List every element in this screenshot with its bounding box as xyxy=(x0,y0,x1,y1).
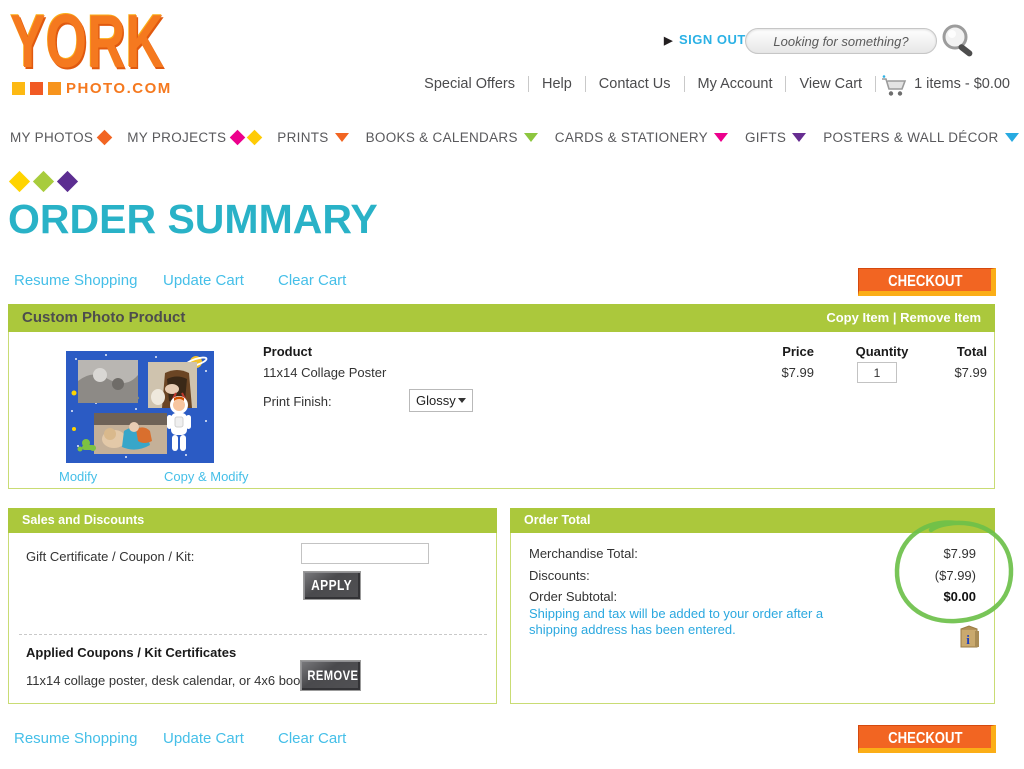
yorkphoto-logo[interactable]: YORK PHOTO.COM xyxy=(10,0,170,101)
yellow-diamond-icon xyxy=(8,170,31,193)
clear-cart-link[interactable]: Clear Cart xyxy=(278,730,347,747)
orange-diamond-icon xyxy=(96,129,113,146)
remove-item-link[interactable]: Remove Item xyxy=(900,310,981,325)
view-cart-link[interactable]: View Cart xyxy=(786,76,877,92)
product-panel-header: Custom Photo Product Copy Item | Remove … xyxy=(8,304,995,332)
pink-dropdown-arrow-icon xyxy=(713,133,728,142)
search-input[interactable] xyxy=(745,28,937,54)
sign-out-link[interactable]: ▶ SIGN OUT xyxy=(664,32,746,47)
product-name: 11x14 Collage Poster xyxy=(263,365,387,380)
merchandise-total-row: Merchandise Total: $7.99 xyxy=(529,546,976,561)
total-column-header: Total xyxy=(956,344,987,359)
copy-item-link[interactable]: Copy Item xyxy=(826,310,890,325)
resume-shopping-link[interactable]: Resume Shopping xyxy=(14,272,138,289)
nav-books-calendars[interactable]: BOOKS & CALENDARS xyxy=(366,130,538,145)
discounts-row: Discounts: ($7.99) xyxy=(529,568,976,583)
item-price: $7.99 xyxy=(781,365,814,380)
order-total-panel: Order Total Merchandise Total: $7.99 Dis… xyxy=(510,508,995,704)
merchandise-total-value: $7.99 xyxy=(943,546,976,561)
help-link[interactable]: Help xyxy=(529,76,586,92)
order-total-header: Order Total xyxy=(510,508,995,533)
green-diamond-icon xyxy=(32,170,55,193)
page-title: ORDER SUMMARY xyxy=(8,196,378,242)
copy-and-modify-link[interactable]: Copy & Modify xyxy=(164,469,249,484)
select-dropdown-arrow-icon xyxy=(458,398,466,403)
pink-diamond-icon xyxy=(230,129,246,146)
svg-text:i: i xyxy=(966,632,970,647)
checkout-button-top[interactable]: CHECKOUT xyxy=(858,268,996,296)
nav-cards-stationery[interactable]: CARDS & STATIONERY xyxy=(555,130,728,145)
shopping-cart-icon[interactable] xyxy=(878,74,908,98)
quantity-column-header: Quantity xyxy=(855,344,909,359)
dashed-divider xyxy=(19,634,487,635)
contact-us-link[interactable]: Contact Us xyxy=(586,76,685,92)
update-cart-link[interactable]: Update Cart xyxy=(163,272,244,289)
print-finish-select[interactable]: Glossy xyxy=(409,389,473,412)
purple-diamond-icon xyxy=(56,170,79,193)
logo-square-amber xyxy=(48,82,61,95)
nav-posters-wall-decor[interactable]: POSTERS & WALL DÉCOR xyxy=(823,130,1019,145)
modify-link[interactable]: Modify xyxy=(59,469,98,484)
order-subtotal-value: $0.00 xyxy=(943,589,976,604)
product-column-header: Product xyxy=(263,344,313,359)
shipping-info-box-icon[interactable]: i xyxy=(959,625,981,651)
nav-my-photos[interactable]: MY PHOTOS xyxy=(10,129,113,146)
price-column-header: Price xyxy=(782,344,814,359)
utility-nav: Special Offers Help Contact Us My Accoun… xyxy=(411,72,1010,96)
quantity-input[interactable] xyxy=(857,362,897,383)
logo-domain-text: PHOTO.COM xyxy=(66,80,172,97)
sales-discounts-panel: Sales and Discounts Gift Certificate / C… xyxy=(8,508,497,704)
main-navigation: MY PHOTOS MY PROJECTS PRINTS BOOKS & CAL… xyxy=(10,129,1024,146)
sales-discounts-header: Sales and Discounts xyxy=(8,508,497,533)
logo-wordmark: YORK xyxy=(10,0,164,84)
nav-gifts[interactable]: GIFTS xyxy=(745,130,807,145)
clear-cart-link[interactable]: Clear Cart xyxy=(278,272,347,289)
logo-square-orange xyxy=(30,82,43,95)
discounts-value: ($7.99) xyxy=(934,568,976,583)
coupon-label: Gift Certificate / Coupon / Kit: xyxy=(26,549,195,564)
resume-shopping-link[interactable]: Resume Shopping xyxy=(14,730,138,747)
nav-my-projects[interactable]: MY PROJECTS xyxy=(127,129,263,146)
shipping-tax-note: Shipping and tax will be added to your o… xyxy=(529,606,824,637)
product-thumbnail-image xyxy=(66,351,214,463)
search-magnifier-icon[interactable] xyxy=(940,23,980,59)
update-cart-link[interactable]: Update Cart xyxy=(163,730,244,747)
item-total: $7.99 xyxy=(954,365,987,380)
applied-coupon-item: 11x14 collage poster, desk calendar, or … xyxy=(26,673,307,688)
green-dropdown-arrow-icon xyxy=(523,133,538,142)
special-offers-link[interactable]: Special Offers xyxy=(411,76,529,92)
remove-coupon-button[interactable]: REMOVE xyxy=(300,660,361,691)
cart-actions-bottom: Resume Shopping Update Cart Clear Cart xyxy=(14,730,346,747)
apply-button[interactable]: APPLY xyxy=(303,571,361,600)
checkout-button-bottom[interactable]: CHECKOUT xyxy=(858,725,996,753)
logo-square-yellow xyxy=(12,82,25,95)
header-separator: | xyxy=(892,310,897,325)
title-decoration-diamonds xyxy=(8,170,79,193)
coupon-input[interactable] xyxy=(301,543,429,564)
product-panel: Custom Photo Product Copy Item | Remove … xyxy=(8,304,995,489)
orange-dropdown-arrow-icon xyxy=(334,133,349,142)
order-subtotal-row: Order Subtotal: $0.00 xyxy=(529,589,976,604)
applied-coupons-title: Applied Coupons / Kit Certificates xyxy=(26,645,237,660)
purple-dropdown-arrow-icon xyxy=(792,133,807,142)
product-panel-title: Custom Photo Product xyxy=(22,309,186,326)
my-account-link[interactable]: My Account xyxy=(685,76,787,92)
cyan-dropdown-arrow-icon xyxy=(1004,133,1019,142)
print-finish-label: Print Finish: xyxy=(263,394,332,409)
cart-items-total-text: 1 items - $0.00 xyxy=(914,76,1010,92)
yellow-diamond-icon xyxy=(247,129,263,146)
sign-out-arrow-icon: ▶ xyxy=(664,35,673,47)
nav-prints[interactable]: PRINTS xyxy=(277,130,349,145)
cart-actions-top: Resume Shopping Update Cart Clear Cart xyxy=(14,272,346,289)
